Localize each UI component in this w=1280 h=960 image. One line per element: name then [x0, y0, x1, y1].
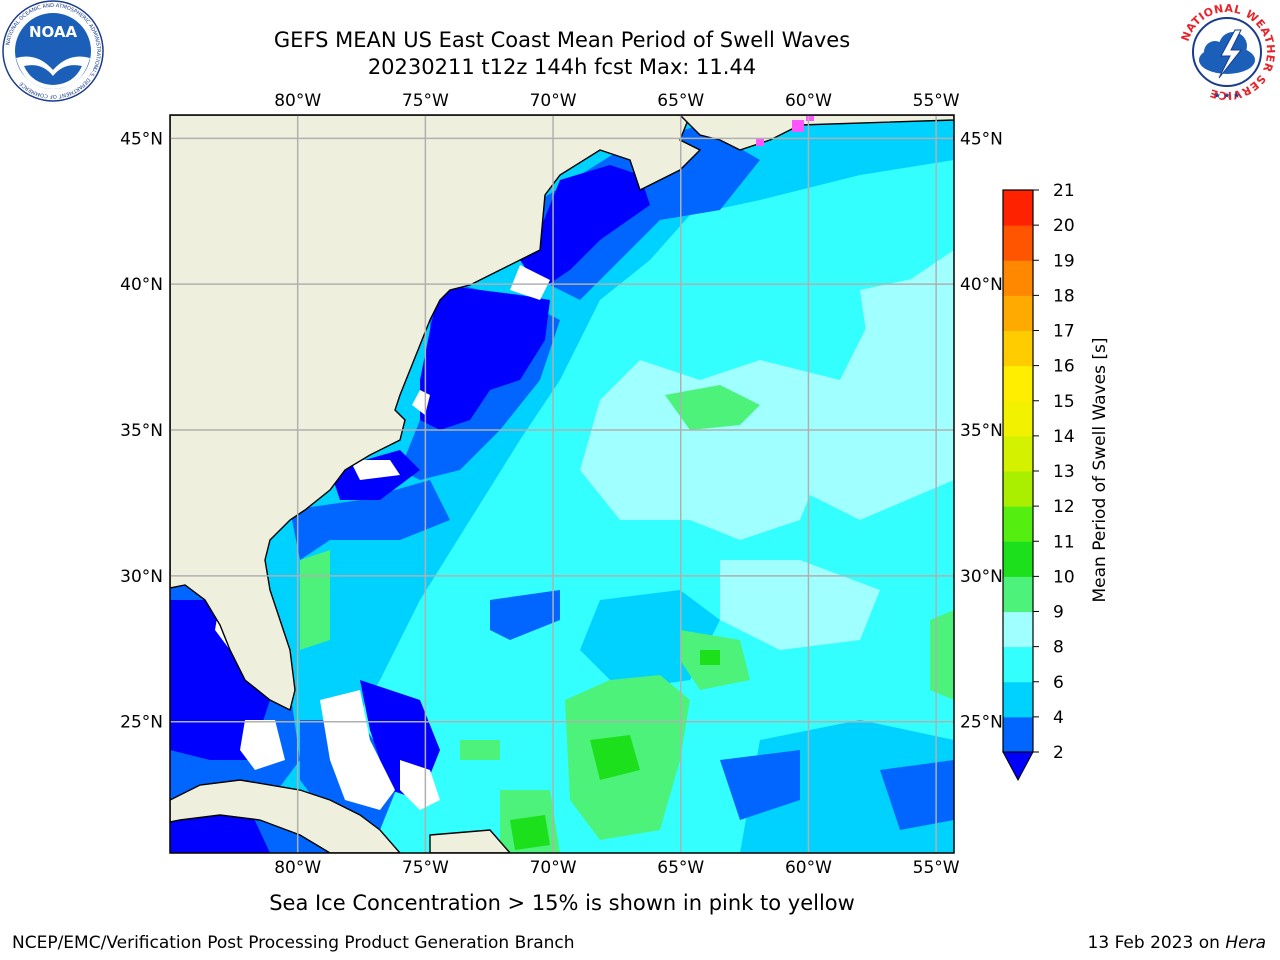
colorbar-segment	[1003, 225, 1033, 261]
lon-label-top: 70°W	[530, 91, 577, 111]
colorbar-tick-label: 21	[1053, 181, 1075, 201]
colorbar-tick-label: 19	[1053, 251, 1075, 271]
lon-label-bottom: 60°W	[785, 858, 832, 878]
lat-label-right: 45°N	[960, 129, 1003, 149]
footer-host: Hera	[1225, 933, 1266, 953]
canada-maritimes-land	[679, 115, 954, 151]
colorbar-tick-label: 17	[1053, 322, 1075, 342]
lon-label-bottom: 75°W	[402, 858, 449, 878]
map-frame	[169, 114, 955, 854]
colorbar-segment	[1003, 435, 1033, 472]
colorbar-tick-label: 2	[1053, 743, 1064, 763]
lat-label-left: 45°N	[120, 129, 163, 149]
hispaniola-land	[429, 829, 511, 853]
colorbar-under-arrow	[1002, 751, 1034, 782]
colorbar-segment	[1003, 576, 1033, 612]
lat-label-left: 40°N	[120, 275, 163, 295]
colorbar-tick-label: 10	[1053, 567, 1075, 587]
colorbar-segment	[1003, 330, 1033, 367]
colorbar-tick-label: 11	[1053, 532, 1075, 552]
lon-label-bottom: 70°W	[530, 858, 577, 878]
colorbar-segment	[1003, 681, 1033, 718]
footer-date: 13 Feb 2023 on Hera	[1087, 933, 1266, 953]
svg-text:★ ★ ★: ★ ★ ★	[1214, 91, 1241, 100]
noaa-logo: NOAA NATIONAL OCEANIC AND ATMOSPHERIC AD…	[2, 0, 104, 102]
lat-label-right: 40°N	[960, 275, 1003, 295]
lon-label-top: 75°W	[402, 91, 449, 111]
axis-labels: 80°W 80°W 75°W 75°W 70°W 70°W 65°W 65°W 60°W 60°W…	[120, 91, 1003, 878]
colorbar-tick-label: 15	[1053, 392, 1075, 412]
lon-label-bottom: 55°W	[913, 858, 960, 878]
colorbar-segment	[1003, 400, 1033, 437]
colorbar-tick-label: 12	[1053, 497, 1075, 517]
lat-label-right: 25°N	[960, 713, 1003, 733]
colorbar-segment	[1003, 506, 1033, 542]
lat-label-left: 30°N	[120, 567, 163, 587]
noaa-logo-text: NOAA	[29, 23, 78, 41]
lon-label-top: 80°W	[274, 91, 321, 111]
nws-logo: NATIONAL WEATHER SERVICE ★ ★ ★	[1176, 1, 1278, 103]
colorbar-segment	[1003, 716, 1033, 753]
colorbar-segment	[1003, 295, 1033, 331]
map-area	[170, 115, 954, 853]
lon-label-top: 55°W	[913, 91, 960, 111]
colorbar-segment	[1003, 190, 1033, 226]
colorbar: 2 4 6 8 9 10 11 12 13 14 15 16 17 18 19 20 21	[1002, 181, 1075, 782]
colorbar-label: Mean Period of Swell Waves [s]	[1090, 338, 1110, 603]
lon-label-top: 60°W	[785, 91, 832, 111]
lon-label-bottom: 80°W	[274, 858, 321, 878]
graticule	[170, 115, 954, 853]
colorbar-segment	[1003, 611, 1033, 648]
lat-label-right: 35°N	[960, 421, 1003, 441]
colorbar-tick-label: 9	[1053, 603, 1064, 623]
colorbar-tick-label: 18	[1053, 286, 1075, 306]
lat-label-left: 35°N	[120, 421, 163, 441]
cuba-land	[170, 779, 401, 853]
colorbar-tick-label: 16	[1053, 357, 1075, 377]
sea-ice-caption: Sea Ice Concentration > 15% is shown in …	[269, 891, 855, 915]
colorbar-tick-label: 8	[1053, 638, 1064, 658]
colorbar-segment	[1003, 260, 1033, 296]
lat-label-left: 25°N	[120, 713, 163, 733]
colorbar-segment	[1003, 646, 1033, 683]
colorbar-segment	[1003, 365, 1033, 402]
chart-subtitle: 20230211 t12z 144h fcst Max: 11.44	[367, 55, 757, 79]
colorbar-tick-label: 6	[1053, 673, 1064, 693]
colorbar-tick-label: 13	[1053, 462, 1075, 482]
colorbar-tick-label: 14	[1053, 427, 1075, 447]
chart-title: GEFS MEAN US East Coast Mean Period of S…	[273, 28, 851, 52]
colorbar-tick-label: 20	[1053, 216, 1075, 236]
footer-branch: NCEP/EMC/Verification Post Processing Pr…	[12, 933, 575, 953]
lat-label-right: 30°N	[960, 567, 1003, 587]
colorbar-tick-label: 4	[1053, 708, 1064, 728]
lon-label-top: 65°W	[657, 91, 704, 111]
colorbar-segment	[1003, 471, 1033, 507]
colorbar-segment	[1003, 541, 1033, 577]
lon-label-bottom: 65°W	[657, 858, 704, 878]
